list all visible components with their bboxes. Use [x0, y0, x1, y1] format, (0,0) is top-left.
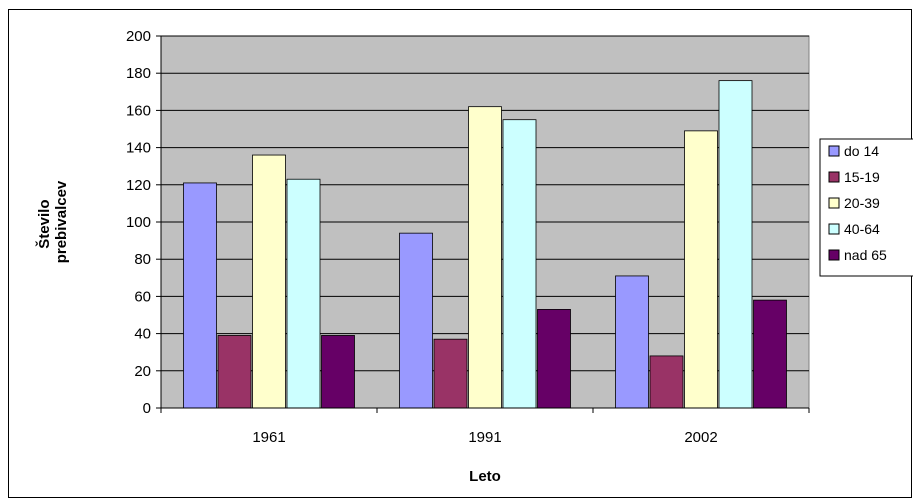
bar-do-14-1991 [399, 232, 433, 409]
x-tick-labels: 1961 1991 2002 [252, 429, 717, 446]
y-tick-label: 140 [126, 140, 151, 157]
y-axis-title-line-1: Število [35, 199, 53, 248]
y-tick-label: 0 [143, 400, 151, 417]
legend-label: 40-64 [844, 221, 880, 237]
x-tick-label: 2002 [684, 429, 717, 446]
legend-swatch [828, 197, 840, 209]
y-axis-title: Število prebivalcev [35, 180, 70, 263]
bars [183, 80, 787, 409]
x-tick-label: 1991 [468, 429, 501, 446]
y-axis-title-line-2: prebivalcev [53, 180, 70, 263]
y-tick-label: 20 [134, 363, 151, 380]
bar-15-19-1991 [433, 338, 468, 409]
legend-swatch [828, 249, 840, 261]
axes [156, 35, 810, 413]
chart-frame: 0 20 40 60 80 100 120 140 160 180 200 1961 1991 2002… [8, 9, 913, 498]
bar-do-14-1961 [183, 182, 217, 409]
bar-do-14-2002 [615, 275, 649, 409]
y-tick-label: 180 [126, 65, 151, 82]
bar-15-19-1961 [217, 335, 252, 409]
bar-15-19-2002 [649, 355, 684, 409]
legend-label: 20-39 [844, 195, 880, 211]
bar-40-64-1991 [502, 119, 537, 409]
legend: do 14 15-19 20-39 40-64 nad 65 [819, 138, 913, 277]
y-tick-label: 60 [134, 288, 151, 305]
legend-swatch [828, 223, 840, 235]
legend-swatch [828, 171, 840, 183]
y-tick-label: 80 [134, 251, 151, 268]
y-tick-label: 120 [126, 177, 151, 194]
legend-label: nad 65 [844, 247, 887, 263]
legend-label: do 14 [844, 143, 879, 159]
bar-20-39-1961 [252, 154, 286, 409]
bar-20-39-1991 [468, 106, 502, 409]
y-tick-label: 160 [126, 102, 151, 119]
x-tick-label: 1961 [252, 429, 285, 446]
bar-chart: 0 20 40 60 80 100 120 140 160 180 200 1961 1991 2002… [35, 28, 913, 485]
bar-nad-65-2002 [753, 299, 787, 409]
bar-nad-65-1961 [321, 335, 355, 409]
bar-20-39-2002 [684, 130, 718, 409]
bar-40-64-1961 [286, 178, 321, 409]
x-axis-title: Leto [469, 468, 501, 485]
bar-nad-65-1991 [537, 309, 571, 409]
legend-swatch [828, 145, 840, 157]
y-tick-label: 40 [134, 326, 151, 343]
y-tick-label: 200 [126, 28, 151, 45]
y-tick-labels: 0 20 40 60 80 100 120 140 160 180 200 [126, 28, 151, 417]
bar-40-64-2002 [718, 80, 753, 409]
legend-items: do 14 15-19 20-39 40-64 nad 65 [828, 143, 887, 263]
y-tick-label: 100 [126, 214, 151, 231]
legend-label: 15-19 [844, 169, 880, 185]
